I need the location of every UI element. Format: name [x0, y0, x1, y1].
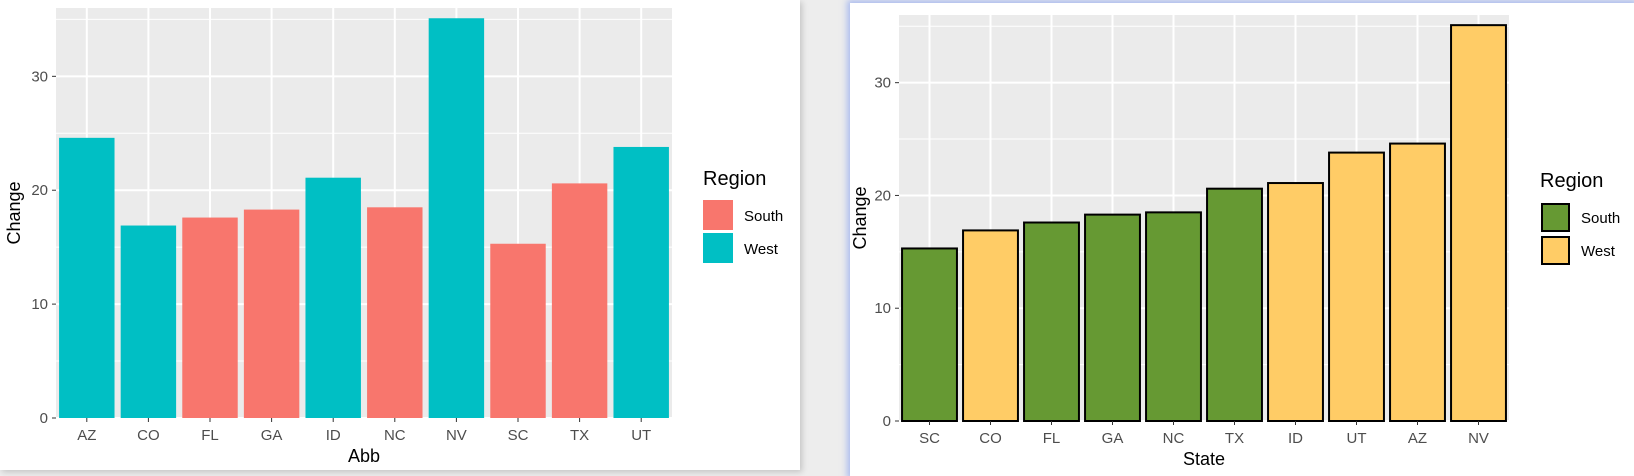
bar-nv	[428, 18, 485, 418]
x-tick-label-nv: NV	[1468, 430, 1489, 447]
x-axis-title: State	[1183, 449, 1225, 469]
y-tick-label: 0	[40, 410, 48, 427]
x-tick-label-tx: TX	[570, 427, 589, 444]
x-tick-label-ut: UT	[631, 427, 651, 444]
bar-tx	[551, 183, 608, 418]
chart-panel-right: 0 10 20 30 SC CO FL GA NC TX ID UT AZ NV State Change Re…	[850, 3, 1634, 476]
y-tick-label: 20	[874, 187, 891, 204]
legend-key-west	[703, 233, 733, 263]
legend-label-south: South	[1581, 210, 1620, 227]
x-tick-label-co: CO	[979, 430, 1002, 447]
y-tick-label: 30	[874, 75, 891, 92]
x-tick-label-nc: NC	[1163, 430, 1185, 447]
legend-label-south: South	[744, 208, 783, 225]
x-tick-label-ga: GA	[1102, 430, 1124, 447]
bar-sc	[901, 247, 958, 422]
x-tick-label-fl: FL	[1043, 430, 1061, 447]
x-tick-label-id: ID	[1288, 430, 1303, 447]
legend-label-west: West	[744, 241, 779, 258]
legend-key-south	[703, 200, 733, 230]
legend-key-south	[1541, 203, 1570, 232]
legend-title: Region	[1540, 170, 1603, 192]
legend-label-west: West	[1581, 243, 1616, 260]
x-tick-label-nc: NC	[384, 427, 406, 444]
bar-chart-right: 0 10 20 30 SC CO FL GA NC TX ID UT AZ NV State Change Re…	[850, 15, 1620, 469]
x-tick-label-fl: FL	[201, 427, 219, 444]
y-tick-label: 10	[31, 296, 48, 313]
legend-title: Region	[703, 168, 766, 190]
bar-nc	[367, 207, 423, 418]
bar-az	[59, 137, 115, 419]
bar-ut	[1328, 151, 1385, 422]
legend-key-west	[1541, 236, 1570, 265]
x-tick-label-ut: UT	[1347, 430, 1367, 447]
x-tick-label-tx: TX	[1225, 430, 1244, 447]
bar-id	[1267, 182, 1324, 422]
x-tick-label-az: AZ	[77, 427, 96, 444]
bar-ga	[1084, 213, 1141, 422]
x-tick-label-id: ID	[326, 427, 341, 444]
x-tick-label-sc: SC	[919, 430, 940, 447]
bar-nv	[1450, 24, 1507, 423]
bar-tx	[1206, 187, 1263, 422]
y-axis-title: Change	[4, 181, 24, 244]
x-tick-label-sc: SC	[508, 427, 529, 444]
bar-ut	[613, 146, 669, 418]
y-axis-title: Change	[850, 186, 870, 249]
x-tick-label-az: AZ	[1408, 430, 1427, 447]
x-tick-label-nv: NV	[446, 427, 467, 444]
bar-id	[305, 177, 361, 418]
y-tick-label: 30	[31, 68, 48, 85]
bar-ga	[243, 209, 300, 418]
y-tick-label: 0	[883, 413, 891, 430]
x-axis-title: Abb	[348, 446, 380, 466]
bar-co	[962, 229, 1019, 422]
y-tick-label: 20	[31, 182, 48, 199]
x-tick-label-co: CO	[137, 427, 160, 444]
x-tick-label-ga: GA	[261, 427, 283, 444]
bar-fl	[1023, 221, 1080, 422]
bar-sc	[490, 243, 546, 418]
bar-chart-left: 0 10 20 30 AZ CO FL GA ID NC NV SC TX UT Abb Change Regi…	[4, 8, 783, 466]
y-tick-label: 10	[874, 300, 891, 317]
bar-co	[120, 225, 177, 418]
bar-nc	[1145, 211, 1202, 422]
bar-az	[1389, 142, 1446, 422]
chart-panel-left: 0 10 20 30 AZ CO FL GA ID NC NV SC TX UT Abb Change Regi…	[0, 0, 800, 470]
bar-fl	[182, 217, 238, 418]
